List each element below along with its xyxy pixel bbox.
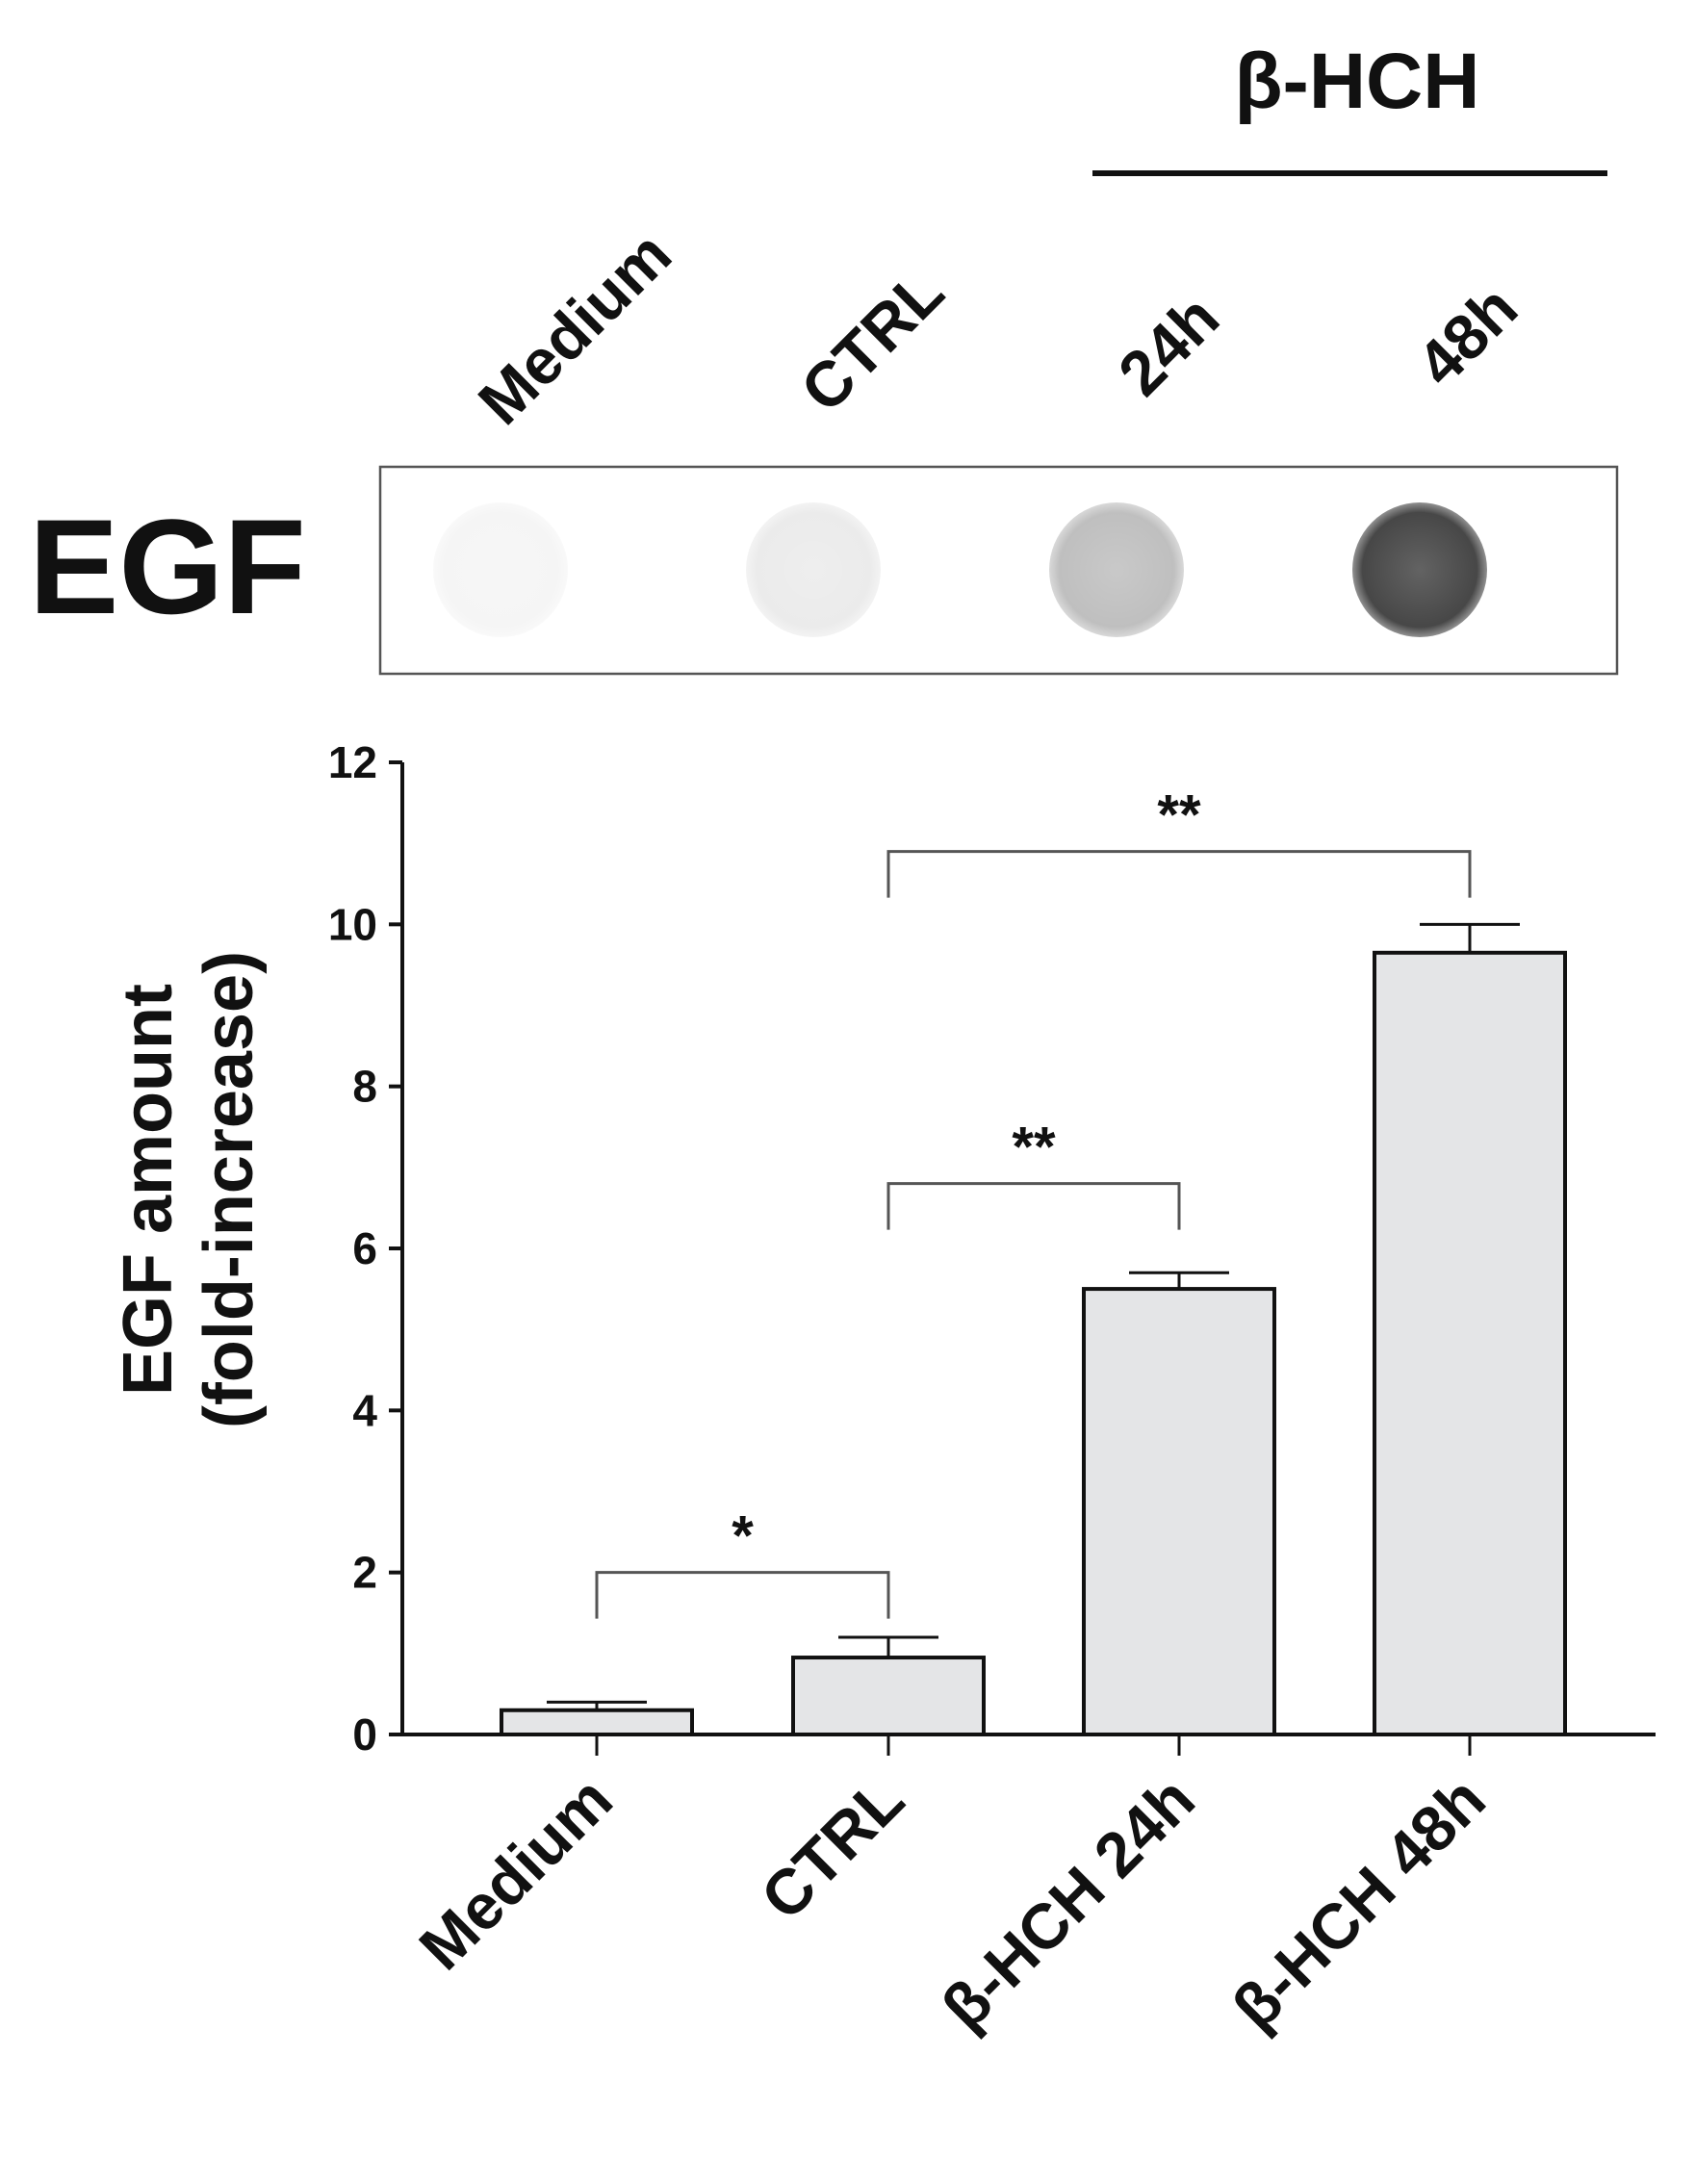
bar-3 [1082,1287,1276,1737]
bar-2 [791,1656,986,1736]
blot-row-label: EGF [29,491,306,642]
significance-bracket-2 [886,1182,1181,1230]
y-tick-label-0: 0 [352,1709,377,1760]
blot-dot-4 [1352,502,1487,637]
y-axis-label-line-2: (fold-increase) [191,951,268,1428]
significance-label-1: * [732,1505,754,1568]
significance-label-2: ** [1012,1117,1056,1179]
y-tick-label-6: 6 [352,1223,377,1273]
y-axis-label-line-1: EGF amount [110,984,187,1396]
bar-4 [1373,950,1567,1736]
blot-dot-1 [433,502,568,637]
y-tick-label-12: 12 [328,737,377,787]
significance-bracket-3 [886,850,1472,898]
blot-lane-label-medium: Medium [465,218,685,438]
significance-bracket-1 [595,1571,890,1619]
x-category-label-4: β-HCH 48h [1219,1763,1499,2043]
bar-1 [500,1708,694,1736]
x-category-label-3: β-HCH 24h [928,1763,1208,2043]
significance-label-3: ** [1157,784,1201,847]
blot-dot-2 [746,502,881,637]
blot-lane-label-24h: 24h [1105,281,1233,409]
x-category-label-1: Medium [405,1763,626,1984]
y-tick-label-10: 10 [328,899,377,949]
x-category-label-2: CTRL [747,1763,917,1934]
blot-lane-label-48h: 48h [1403,271,1531,399]
group-label: β-HCH [1234,38,1479,125]
y-tick-label-8: 8 [352,1062,377,1112]
y-tick-label-4: 4 [352,1385,377,1435]
blot-lane-label-ctrl: CTRL [787,255,958,425]
y-tick-label-2: 2 [352,1548,377,1598]
blot-dot-3 [1049,502,1184,637]
